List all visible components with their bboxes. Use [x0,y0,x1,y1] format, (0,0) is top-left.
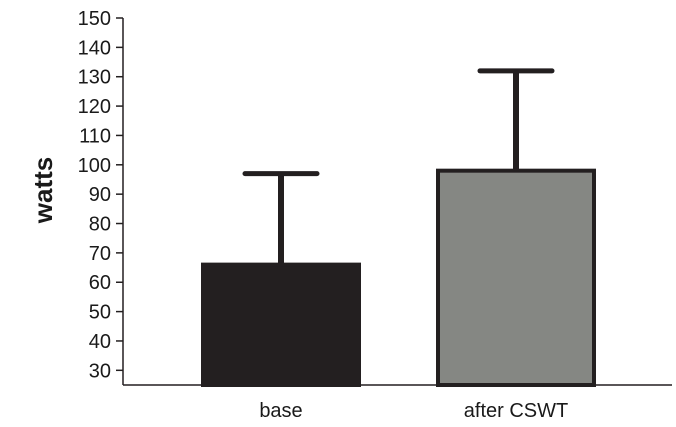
y-tick-label: 110 [79,125,111,147]
bar [201,262,361,387]
category-label: base [259,400,302,422]
y-tick-label: 140 [78,37,111,59]
y-tick-label: 80 [89,214,111,236]
y-tick-label: 60 [89,272,111,294]
y-tick-label: 50 [89,302,111,324]
y-tick-label: 120 [78,96,111,118]
bar [436,168,596,387]
category-labels: base after CSWT [259,400,568,422]
y-axis-title: watts [28,157,58,224]
y-tick-label: 70 [89,243,111,265]
y-tick-label: 100 [78,155,111,177]
y-tick-label: 150 [78,8,111,30]
y-axis-ticks: 30 40 50 60 70 80 90 100 110 120 130 140 150 [78,8,123,382]
y-tick-label: 90 [89,184,111,206]
y-tick-label: 30 [89,360,111,382]
bars-group [201,68,596,387]
y-tick-label: 130 [78,67,111,89]
y-tick-label: 40 [89,331,111,353]
category-label: after CSWT [464,400,568,422]
